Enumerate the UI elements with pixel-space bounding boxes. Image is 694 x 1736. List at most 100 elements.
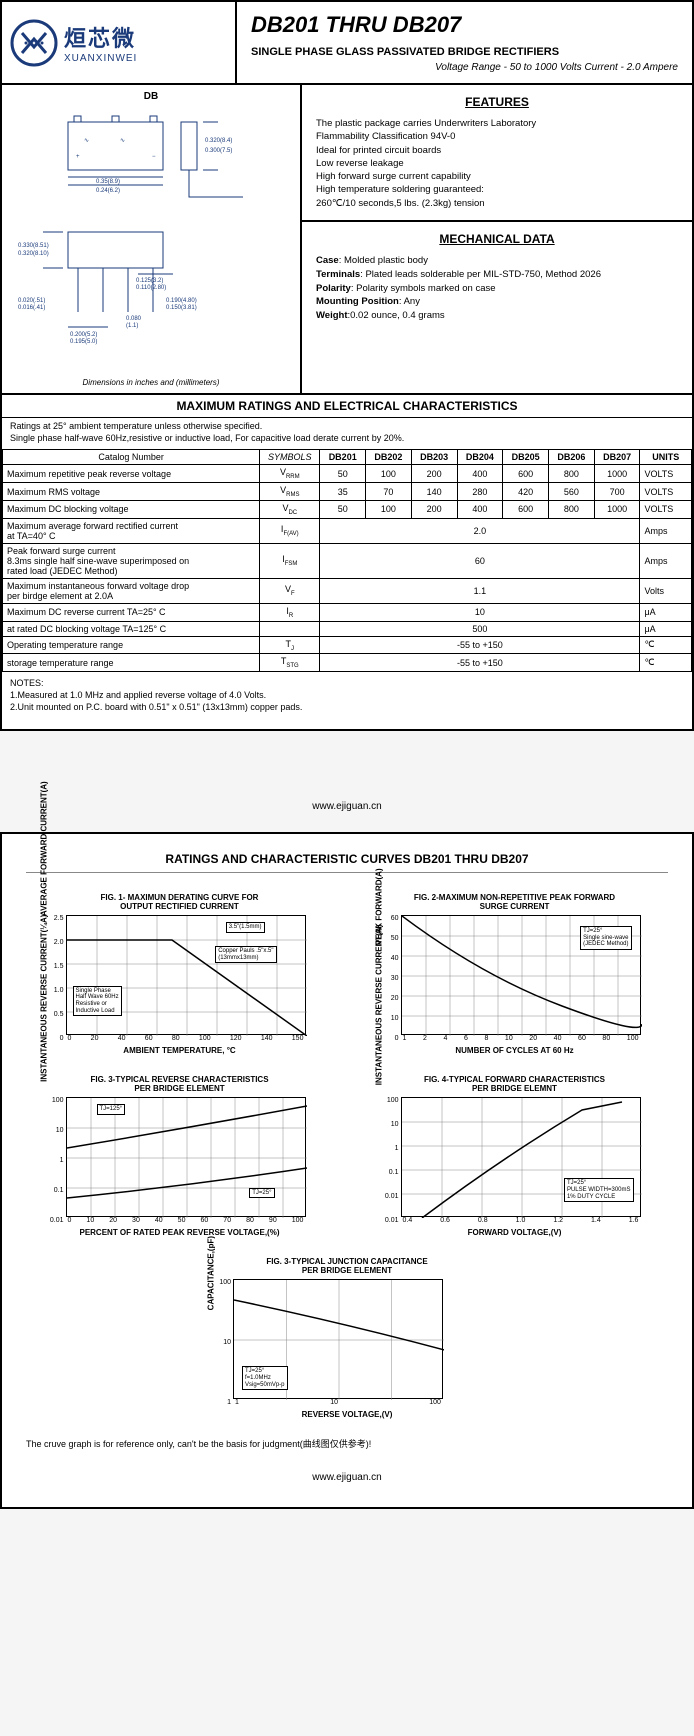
features-cell: FEATURES The plastic package carries Und… <box>302 85 692 222</box>
param-value: -55 to +150 <box>320 654 640 672</box>
mechanical-list: Case: Molded plastic bodyTerminals: Plat… <box>316 254 678 323</box>
y-ticks: 2.52.01.51.00.50 <box>48 915 64 1042</box>
mechanical-cell: MECHANICAL DATA Case: Molded plastic bod… <box>302 222 692 333</box>
svg-text:0.320(8.4): 0.320(8.4) <box>205 138 232 144</box>
feature-item: Flammability Classification 94V-0 <box>316 130 678 143</box>
param-symbol: VRRM <box>260 465 320 483</box>
charts-grid: FIG. 1- MAXIMUN DERATING CURVE FOR OUTPU… <box>2 883 692 1429</box>
param-value: 700 <box>594 483 640 501</box>
param-value: 50 <box>320 465 366 483</box>
max-ratings-title: MAXIMUM RATINGS AND ELECTRICAL CHARACTER… <box>2 395 692 418</box>
header-row: 烜芯微 XUANXINWEI DB201 THRU DB207 SINGLE P… <box>2 2 692 85</box>
mech-item: Terminals: Plated leads solderable per M… <box>316 268 678 282</box>
logo-english: XUANXINWEI <box>64 53 137 64</box>
param-value: 60 <box>320 543 640 578</box>
ratings-note-1: Ratings at 25° ambient temperature unles… <box>10 421 684 433</box>
svg-text:0.300(7.5): 0.300(7.5) <box>205 148 232 154</box>
company-logo-icon <box>10 19 58 67</box>
param-value: 400 <box>457 465 503 483</box>
param-value: 140 <box>411 483 457 501</box>
param-value: 10 <box>320 603 640 621</box>
param-value: 200 <box>411 500 457 518</box>
param-value: 600 <box>503 500 549 518</box>
table-header: DB205 <box>503 450 549 465</box>
chart-area: TJ=25° PULSE WIDTH=300mS 1% DUTY CYCLE <box>401 1097 641 1217</box>
param-name: Operating temperature range <box>3 636 260 654</box>
chart-annotation: TJ=25° Single sine-wave (JEDEC Method) <box>580 926 631 950</box>
param-value: 2.0 <box>320 518 640 543</box>
notes-label: NOTES: <box>10 678 684 690</box>
y-ticks: 100101 <box>215 1279 231 1406</box>
svg-text:0.016(.41): 0.016(.41) <box>18 305 45 311</box>
param-name: Peak forward surge current 8.3ms single … <box>3 543 260 578</box>
chart-annotation: TJ=125° <box>97 1104 126 1115</box>
chart-area: TJ=25° Single sine-wave (JEDEC Method) <box>401 915 641 1035</box>
features-title: FEATURES <box>316 95 678 109</box>
param-name: Maximum DC reverse current TA=25° C <box>3 603 260 621</box>
table-header: DB203 <box>411 450 457 465</box>
ratings-table: Catalog NumberSYMBOLSDB201DB202DB203DB20… <box>2 449 692 672</box>
product-range: Voltage Range - 50 to 1000 Volts Current… <box>251 62 678 73</box>
chart-area: 3.5"(1.5mm)Copper Pauls .5"x.5" (13mmx13… <box>66 915 306 1035</box>
x-ticks: 110100 <box>233 1399 443 1406</box>
chart-annotation: TJ=25° PULSE WIDTH=300mS 1% DUTY CYCLE <box>564 1178 634 1202</box>
mech-item: Case: Molded plastic body <box>316 254 678 268</box>
package-diagram-icon: ∿ ∿ + − 0.35(8.9) 0.24(6.2) 0.320(8.4) 0… <box>8 102 288 372</box>
mech-item: Weight:0.02 ounce, 0.4 grams <box>316 309 678 323</box>
chart-block: FIG. 2-MAXIMUM NON-REPETITIVE PEAK FORWA… <box>365 893 665 1055</box>
svg-text:0.020(.51): 0.020(.51) <box>18 298 45 304</box>
param-name: Maximum DC blocking voltage <box>3 500 260 518</box>
param-value: 800 <box>549 500 595 518</box>
svg-text:∿: ∿ <box>120 138 125 144</box>
param-name: Maximum instantaneous forward voltage dr… <box>3 578 260 603</box>
param-value: 800 <box>549 465 595 483</box>
param-unit: Amps <box>640 518 692 543</box>
chart-block: FIG. 4-TYPICAL FORWARD CHARACTERISTICS P… <box>365 1075 665 1237</box>
svg-text:0.200(5.2): 0.200(5.2) <box>70 332 97 338</box>
y-ticks: 1001010.10.01 <box>48 1097 64 1224</box>
param-value: 500 <box>320 621 640 636</box>
table-header: DB206 <box>549 450 595 465</box>
param-unit: VOLTS <box>640 465 692 483</box>
chart-title: FIG. 3-TYPICAL REVERSE CHARACTERISTICS P… <box>30 1075 330 1093</box>
mech-item: Mounting Position: Any <box>316 295 678 309</box>
x-axis-label: AMBIENT TEMPERATURE, °C <box>30 1046 330 1055</box>
param-value: 400 <box>457 500 503 518</box>
param-value: 280 <box>457 483 503 501</box>
x-axis-label: REVERSE VOLTAGE,(V) <box>197 1410 497 1419</box>
product-title: DB201 THRU DB207 <box>251 12 678 38</box>
table-row: at rated DC blocking voltage TA=125° C50… <box>3 621 692 636</box>
param-value: 35 <box>320 483 366 501</box>
table-header: DB204 <box>457 450 503 465</box>
param-value: 1.1 <box>320 578 640 603</box>
note-1: 1.Measured at 1.0 MHz and applied revers… <box>10 690 684 702</box>
table-row: Maximum DC blocking voltageVDC5010020040… <box>3 500 692 518</box>
package-drawing-cell: DB ∿ ∿ + − 0.35(8.9) 0.24(6.2) <box>2 85 302 393</box>
svg-text:0.35(8.9): 0.35(8.9) <box>96 179 120 185</box>
feature-item: High forward surge current capability <box>316 170 678 183</box>
svg-text:+: + <box>76 154 80 160</box>
package-label: DB <box>8 91 294 102</box>
param-value: 50 <box>320 500 366 518</box>
x-ticks: 0102030405060708090100 <box>66 1217 306 1224</box>
table-row: Maximum average forward rectified curren… <box>3 518 692 543</box>
param-unit: ℃ <box>640 636 692 654</box>
features-list: The plastic package carries Underwriters… <box>316 117 678 210</box>
chart-annotation: 3.5"(1.5mm) <box>226 922 265 933</box>
ratings-note: Ratings at 25° ambient temperature unles… <box>2 418 692 449</box>
param-unit: VOLTS <box>640 483 692 501</box>
param-symbol: VRMS <box>260 483 320 501</box>
table-header: SYMBOLS <box>260 450 320 465</box>
param-symbol: VF <box>260 578 320 603</box>
note-2: 2.Unit mounted on P.C. board with 0.51" … <box>10 702 684 714</box>
svg-text:0.125(3.2): 0.125(3.2) <box>136 278 163 284</box>
param-unit: ℃ <box>640 654 692 672</box>
table-header: DB207 <box>594 450 640 465</box>
product-subtitle: SINGLE PHASE GLASS PASSIVATED BRIDGE REC… <box>251 46 678 58</box>
param-value: 420 <box>503 483 549 501</box>
chart-block: FIG. 3-TYPICAL REVERSE CHARACTERISTICS P… <box>30 1075 330 1237</box>
param-symbol: TSTG <box>260 654 320 672</box>
param-value: 1000 <box>594 465 640 483</box>
dimension-note: Dimensions in inches and (millimeters) <box>8 378 294 387</box>
param-value: 70 <box>366 483 412 501</box>
